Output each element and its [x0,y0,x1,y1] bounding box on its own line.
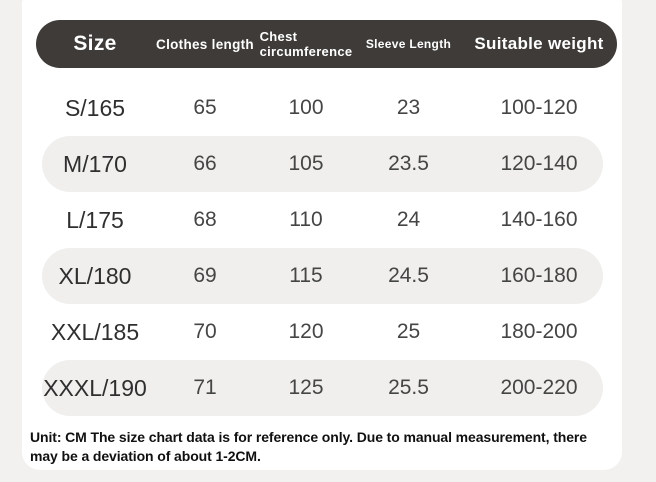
header-cell-chest-circumference: Chest circumference [256,20,356,68]
cell-clothes-length: 70 [193,320,217,343]
row-size-label: XXL/185 [50,318,140,345]
footer-note-line1: Unit: CM The size chart data is for refe… [30,429,587,445]
cell-chest-circumference: 100 [288,96,324,119]
table-row-xxl185: XXL/185 70 120 25 180-200 [36,304,617,360]
table-row-m170: M/170 66 105 23.5 120-140 [36,136,617,192]
header-label-sleeve-length: Sleeve Length [365,37,452,51]
cell-sleeve-length: 25.5 [388,376,429,399]
header-label-chest-circumference: Chest circumference [260,29,353,59]
cell-sleeve-length: 23.5 [388,152,429,175]
chest-label-line2: circumference [259,44,353,59]
cell-clothes-length: 69 [193,264,217,287]
header-cell-sleeve-length: Sleeve Length [356,20,461,68]
row-size-label: M/170 [63,150,127,177]
row-size-label: XXXL/190 [43,374,147,401]
chest-label-line1: Chest [259,29,298,44]
cell-sleeve-length: 24.5 [388,264,429,287]
cell-suitable-weight: 140-160 [500,208,578,231]
row-size-label: S/165 [64,94,126,121]
table-row-l175: L/175 68 110 24 140-160 [36,192,617,248]
cell-chest-circumference: 120 [288,320,324,343]
cell-chest-circumference: 115 [289,264,323,287]
cell-sleeve-length: 25 [396,320,421,343]
cell-clothes-length: 66 [193,152,217,175]
header-label-suitable-weight: Suitable weight [474,34,604,53]
header-cell-suitable-weight: Suitable weight [461,20,617,68]
cell-chest-circumference: 110 [289,208,323,231]
cell-suitable-weight: 120-140 [500,152,578,175]
header-label-clothes-length: Clothes length [156,36,254,52]
cell-chest-circumference: 105 [288,152,324,175]
cell-sleeve-length: 23 [396,96,421,119]
header-cell-clothes-length: Clothes length [154,20,256,68]
table-row-xxxl190: XXXL/190 71 125 25.5 200-220 [36,360,617,416]
size-table-body: S/165 65 100 23 100-120 M/170 66 105 23.… [22,80,622,416]
row-size-label: XL/180 [58,262,132,289]
size-table-header: Size Clothes length Chest circumference … [36,20,617,68]
table-row-s165: S/165 65 100 23 100-120 [36,80,617,136]
size-chart-card: Size Clothes length Chest circumference … [22,0,622,470]
header-label-size: Size [73,32,117,55]
footer-note: Unit: CM The size chart data is for refe… [30,428,622,466]
cell-suitable-weight: 200-220 [500,376,578,399]
table-row-xl180: XL/180 69 115 24.5 160-180 [36,248,617,304]
cell-chest-circumference: 125 [288,376,324,399]
cell-clothes-length: 71 [193,376,217,399]
footer-note-line2: may be a deviation of about 1-2CM. [30,448,261,464]
header-cell-size: Size [36,20,154,68]
cell-suitable-weight: 160-180 [500,264,578,287]
cell-clothes-length: 65 [193,96,217,119]
cell-suitable-weight: 180-200 [500,320,578,343]
cell-sleeve-length: 24 [396,208,421,231]
row-size-label: L/175 [66,206,124,233]
cell-clothes-length: 68 [193,208,217,231]
cell-suitable-weight: 100-120 [500,96,578,119]
